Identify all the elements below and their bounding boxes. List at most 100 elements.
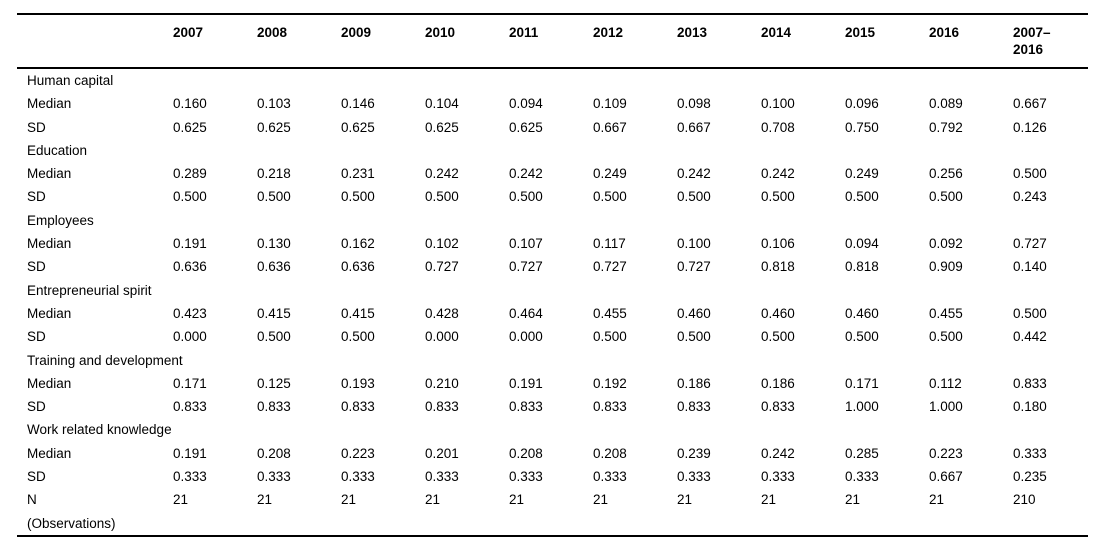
row-label-median: Median (27, 445, 72, 461)
header-year-cell: 2013 (677, 14, 761, 69)
observations-value-cell: 21 (593, 492, 609, 508)
value-cell: 0.460 (845, 305, 879, 321)
section-name-cell: Entrepreneurial spirit (27, 282, 152, 298)
value-cell: 0.140 (1013, 259, 1047, 275)
value-cell: 0.455 (593, 305, 627, 321)
value-cell: 0.102 (425, 236, 459, 252)
header-total-cell: 2007– 2016 (1013, 14, 1088, 69)
value-cell: 0.103 (257, 96, 291, 112)
row-label-median: Median (27, 236, 72, 252)
descriptive-statistics-table: 2007 2008 2009 2010 2011 2012 2013 2014 2015 2016… (17, 13, 1088, 537)
value-cell: 0.098 (677, 96, 711, 112)
observations-value-cell: 21 (845, 492, 861, 508)
sd-row: SD 0.833 0.833 0.833 0.833 0.833 0.833 0.833 0.8… (17, 395, 1088, 418)
value-cell: 0.909 (929, 259, 963, 275)
value-cell: 0.112 (929, 375, 962, 391)
value-cell: 0.208 (593, 445, 627, 461)
sd-row: SD 0.500 0.500 0.500 0.500 0.500 0.500 0.500 0.5… (17, 185, 1088, 208)
observations-value-cell: 21 (509, 492, 525, 508)
observations-value-cell: 21 (677, 492, 693, 508)
value-cell: 0.625 (425, 119, 459, 135)
section-name-cell: Education (27, 142, 88, 158)
sd-row: SD 0.000 0.500 0.500 0.000 0.000 0.500 0.500 0.5… (17, 325, 1088, 348)
row-label-sd: SD (27, 119, 46, 135)
value-cell: 0.500 (1013, 305, 1047, 321)
value-cell: 0.171 (845, 375, 879, 391)
value-cell: 0.130 (257, 236, 291, 252)
value-cell: 0.109 (593, 96, 627, 112)
sd-row: SD 0.625 0.625 0.625 0.625 0.625 0.667 0.667 0.7… (17, 116, 1088, 139)
value-cell: 0.333 (761, 469, 795, 485)
value-cell: 0.180 (1013, 399, 1047, 415)
value-cell: 0.333 (425, 469, 459, 485)
value-cell: 0.500 (341, 189, 375, 205)
header-year-cell: 2014 (761, 14, 845, 69)
value-cell: 0.223 (341, 445, 375, 461)
value-cell: 0.500 (593, 189, 627, 205)
value-cell: 0.500 (677, 189, 711, 205)
value-cell: 0.333 (173, 469, 207, 485)
header-empty-cell (17, 14, 173, 69)
value-cell: 0.667 (677, 119, 711, 135)
value-cell: 0.833 (341, 399, 375, 415)
value-cell: 0.106 (761, 236, 795, 252)
value-cell: 0.289 (173, 166, 207, 182)
value-cell: 0.242 (509, 166, 543, 182)
value-cell: 0.833 (761, 399, 795, 415)
value-cell: 0.096 (845, 96, 879, 112)
value-cell: 0.500 (845, 189, 879, 205)
value-cell: 0.625 (509, 119, 543, 135)
row-label-sd: SD (27, 329, 46, 345)
value-cell: 0.235 (1013, 469, 1047, 485)
section-name-cell: Training and development (27, 352, 183, 368)
section-name-cell: Human capital (27, 73, 114, 88)
value-cell: 1.000 (929, 399, 963, 415)
value-cell: 0.191 (509, 375, 543, 391)
observations-value-cell: 21 (257, 492, 273, 508)
value-cell: 0.750 (845, 119, 879, 135)
value-cell: 0.500 (761, 189, 795, 205)
value-cell: 0.242 (761, 445, 795, 461)
value-cell: 0.833 (173, 399, 207, 415)
header-year-cell: 2009 (341, 14, 425, 69)
value-cell: 0.428 (425, 305, 459, 321)
value-cell: 0.727 (593, 259, 627, 275)
value-cell: 0.333 (593, 469, 627, 485)
row-label-median: Median (27, 96, 72, 112)
row-label-median: Median (27, 166, 72, 182)
value-cell: 0.625 (257, 119, 291, 135)
value-cell: 0.000 (425, 329, 459, 345)
row-label-sd: SD (27, 469, 46, 485)
value-cell: 0.636 (257, 259, 291, 275)
row-label-median: Median (27, 375, 72, 391)
value-cell: 0.833 (509, 399, 543, 415)
value-cell: 0.218 (257, 166, 291, 182)
observations-label-cell: N (Observations) (17, 488, 173, 536)
value-cell: 0.231 (341, 166, 375, 182)
value-cell: 0.333 (509, 469, 543, 485)
value-cell: 0.792 (929, 119, 963, 135)
row-label-sd: SD (27, 399, 46, 415)
value-cell: 0.708 (761, 119, 795, 135)
value-cell: 0.243 (1013, 189, 1047, 205)
value-cell: 0.667 (1013, 96, 1047, 112)
value-cell: 0.117 (593, 236, 626, 252)
value-cell: 0.191 (173, 445, 207, 461)
value-cell: 0.210 (425, 375, 459, 391)
value-cell: 0.242 (677, 166, 711, 182)
observations-value-cell: 210 (1013, 492, 1036, 508)
value-cell: 0.636 (341, 259, 375, 275)
value-cell: 0.500 (929, 329, 963, 345)
median-row: Median 0.171 0.125 0.193 0.210 0.191 0.192 0.18… (17, 372, 1088, 395)
row-label-median: Median (27, 305, 72, 321)
value-cell: 0.442 (1013, 329, 1047, 345)
value-cell: 0.223 (929, 445, 963, 461)
value-cell: 0.186 (677, 375, 711, 391)
value-cell: 0.833 (677, 399, 711, 415)
value-cell: 0.415 (257, 305, 291, 321)
value-cell: 0.107 (509, 236, 543, 252)
value-cell: 0.256 (929, 166, 963, 182)
row-label-sd: SD (27, 259, 46, 275)
header-total-line1: 2007– (1013, 25, 1051, 40)
value-cell: 0.171 (173, 375, 207, 391)
